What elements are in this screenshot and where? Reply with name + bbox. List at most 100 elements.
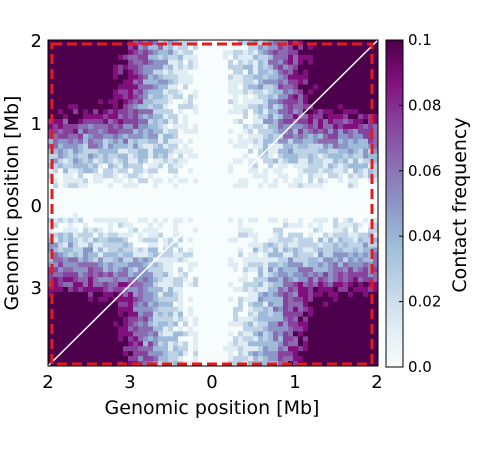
- heatmap-cell: [93, 114, 99, 120]
- heatmap-cell: [333, 237, 339, 243]
- heatmap-cell: [188, 54, 194, 61]
- heatmap-cell: [138, 44, 144, 51]
- heatmap-cell: [78, 286, 84, 293]
- heatmap-cell: [273, 133, 279, 140]
- heatmap-cell: [88, 163, 94, 169]
- heatmap-cell: [293, 104, 299, 110]
- heatmap-cell: [288, 267, 294, 273]
- heatmap-cell: [163, 59, 169, 66]
- heatmap-cell: [228, 301, 234, 308]
- heatmap-cell: [283, 291, 289, 298]
- heatmap-cell: [288, 59, 294, 66]
- heatmap-cell: [343, 326, 349, 332]
- heatmap-cell: [208, 138, 214, 145]
- heatmap-cell: [308, 351, 314, 357]
- heatmap-cell: [303, 232, 309, 238]
- heatmap-cell: [198, 74, 204, 80]
- heatmap-cell: [358, 138, 364, 145]
- heatmap-cell: [253, 143, 259, 150]
- heatmap-cell: [308, 203, 314, 209]
- heatmap-cell: [263, 163, 269, 169]
- heatmap-cell: [213, 227, 219, 234]
- heatmap-cell: [238, 54, 244, 61]
- heatmap-cell: [283, 247, 289, 253]
- heatmap-cell: [73, 272, 79, 278]
- heatmap-cell: [228, 94, 234, 100]
- heatmap-cell: [178, 262, 184, 268]
- heatmap-cell: [143, 252, 149, 258]
- heatmap-cell: [268, 178, 274, 184]
- heatmap-cell: [293, 109, 299, 115]
- heatmap-cell: [288, 301, 294, 308]
- heatmap-cell: [348, 193, 354, 199]
- heatmap-cell: [168, 351, 174, 357]
- heatmap-cell: [298, 277, 304, 283]
- heatmap-cell: [198, 222, 204, 229]
- heatmap-cell: [93, 356, 99, 362]
- heatmap-cell: [228, 237, 234, 243]
- heatmap-cell: [348, 128, 354, 135]
- heatmap-cell: [213, 232, 219, 238]
- heatmap-cell: [323, 326, 329, 332]
- heatmap-cell: [318, 291, 324, 298]
- heatmap-cell: [173, 188, 179, 194]
- heatmap-cell: [318, 188, 324, 194]
- heatmap-cell: [58, 143, 64, 150]
- heatmap-cell: [143, 361, 149, 367]
- heatmap-cell: [68, 59, 74, 66]
- heatmap-cell: [253, 272, 259, 278]
- heatmap-cell: [333, 316, 339, 322]
- heatmap-cell: [198, 148, 204, 155]
- heatmap-cell: [103, 212, 109, 219]
- heatmap-cell: [328, 99, 334, 105]
- heatmap-cell: [348, 247, 354, 253]
- heatmap-cell: [83, 262, 89, 268]
- heatmap-cell: [348, 59, 354, 66]
- heatmap-cell: [328, 227, 334, 234]
- heatmap-cell: [53, 336, 59, 342]
- heatmap-cell: [168, 198, 174, 204]
- heatmap-cell: [53, 306, 59, 313]
- heatmap-cell: [358, 64, 364, 71]
- heatmap-cell: [58, 138, 64, 145]
- heatmap-cell: [128, 257, 134, 263]
- heatmap-cell: [288, 69, 294, 75]
- heatmap-cell: [318, 277, 324, 283]
- heatmap-cell: [203, 341, 209, 347]
- heatmap-cell: [233, 109, 239, 115]
- heatmap-cell: [133, 69, 139, 75]
- heatmap-cell: [88, 301, 94, 308]
- heatmap-cell: [203, 232, 209, 238]
- heatmap-cell: [313, 341, 319, 347]
- heatmap-cell: [193, 79, 199, 85]
- heatmap-cell: [283, 222, 289, 229]
- heatmap-cell: [288, 119, 294, 125]
- heatmap-cell: [348, 331, 354, 337]
- heatmap-cell: [193, 267, 199, 273]
- heatmap-cell: [223, 227, 229, 234]
- heatmap-cell: [288, 114, 294, 120]
- heatmap-cell: [68, 143, 74, 150]
- heatmap-cell: [333, 178, 339, 184]
- heatmap-cell: [353, 109, 359, 115]
- heatmap-cell: [148, 74, 154, 80]
- heatmap-cell: [313, 74, 319, 80]
- heatmap-cell: [268, 74, 274, 80]
- heatmap-cell: [63, 321, 69, 327]
- heatmap-cell: [238, 99, 244, 105]
- heatmap-cell: [123, 178, 129, 184]
- heatmap-cell: [328, 168, 334, 174]
- heatmap-cell: [123, 341, 129, 347]
- heatmap-cell: [148, 257, 154, 263]
- heatmap-cell: [173, 291, 179, 298]
- heatmap-cell: [278, 123, 284, 130]
- heatmap-cell: [183, 89, 189, 95]
- heatmap-cell: [158, 64, 164, 71]
- heatmap-cell: [358, 272, 364, 278]
- heatmap-cell: [348, 262, 354, 268]
- heatmap-cell: [98, 296, 104, 303]
- heatmap-cell: [243, 59, 249, 66]
- heatmap-cell: [288, 138, 294, 145]
- heatmap-cell: [233, 356, 239, 362]
- heatmap-cell: [348, 94, 354, 100]
